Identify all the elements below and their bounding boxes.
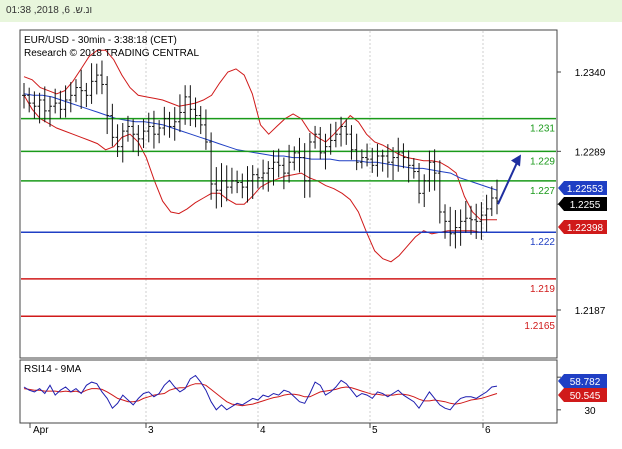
rsi-tick-label: 30 — [584, 406, 596, 417]
rsi-label: RSI14 - 9MA — [24, 364, 82, 375]
level-label: 1.219 — [530, 284, 555, 295]
chart-subtitle: Research © 2018 TRADING CENTRAL — [24, 48, 199, 59]
price-tag — [558, 220, 607, 234]
moving-average-line — [23, 93, 498, 191]
price-tag-label: 50.545 — [570, 391, 601, 402]
forecast-arrowhead — [511, 154, 521, 167]
chart-title: EUR/USD - 30min - 3:38:18 (CET) — [24, 35, 177, 46]
price-tag-label: 1.22398 — [567, 223, 604, 234]
level-label: 1.222 — [530, 237, 555, 248]
price-tag-label: 1.2255 — [570, 200, 601, 211]
level-label: 1.227 — [530, 186, 555, 197]
price-tag — [558, 374, 607, 388]
x-tick-label: 5 — [372, 425, 378, 436]
rsi-ma-line — [23, 383, 498, 407]
bollinger-upper-line — [23, 49, 497, 221]
y-tick-label: 1.2340 — [575, 68, 606, 79]
x-tick-label: 3 — [148, 425, 154, 436]
price-tag-label: 58.782 — [570, 377, 601, 388]
level-label: 1.231 — [530, 124, 555, 135]
y-tick-label: 1.2187 — [575, 306, 606, 317]
x-tick-label: Apr — [33, 425, 49, 436]
bollinger-lower-line — [23, 95, 497, 263]
timestamp: ונ.ש. 6, 2018, 01:38 — [6, 5, 93, 16]
x-tick-label: 4 — [260, 425, 266, 436]
level-label: 1.229 — [530, 156, 555, 167]
rsi-line — [23, 374, 498, 411]
price-tag-label: 1.22553 — [567, 184, 604, 195]
level-label: 1.2165 — [524, 321, 555, 332]
price-tag — [558, 181, 607, 195]
forecast-arrow — [497, 160, 519, 205]
price-tag — [558, 197, 607, 211]
timestamp-bar: ונ.ש. 6, 2018, 01:38 — [0, 0, 622, 22]
x-tick-label: 6 — [485, 425, 491, 436]
price-tag — [558, 388, 607, 402]
y-tick-label: 1.2289 — [575, 147, 606, 158]
